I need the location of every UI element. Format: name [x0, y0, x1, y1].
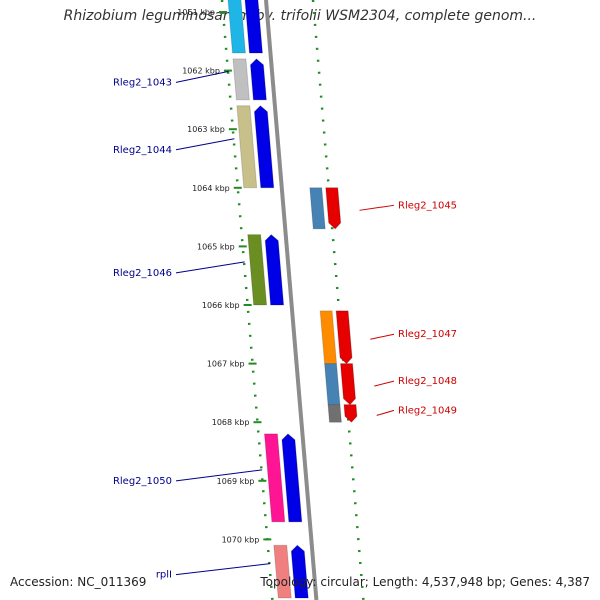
kbp-tick-label: 1067 kbp: [207, 360, 245, 369]
gene-product-block[interactable]: [323, 363, 341, 406]
cds-arrow-forward[interactable]: [249, 58, 267, 101]
cds-arrow-forward[interactable]: [264, 233, 285, 306]
gene-label[interactable]: Rleg2_1046: [113, 268, 172, 279]
gene-label-leader: [376, 409, 395, 416]
backbone-layer: [264, 0, 319, 600]
topology-text: Topology: circular; Length: 4,537,948 bp…: [260, 575, 590, 589]
cds-arrow-reverse[interactable]: [343, 404, 358, 423]
gene-label[interactable]: Rleg2_1043: [113, 77, 172, 88]
grid-boundary-left: [220, 0, 274, 600]
kbp-tick-label: 1068 kbp: [212, 418, 250, 427]
gene-label[interactable]: Rleg2_1048: [398, 376, 457, 387]
gene-product-block[interactable]: [309, 187, 326, 230]
gene-rleg2_1043[interactable]: [232, 58, 267, 101]
gene-label-leader: [359, 204, 395, 211]
gene-label[interactable]: Rleg2_1047: [398, 329, 457, 340]
gene-product-block[interactable]: [236, 105, 258, 189]
gene-rleg2_1044[interactable]: [236, 105, 275, 189]
gene-label[interactable]: Rleg2_1045: [398, 200, 457, 211]
gene-label-leader: [175, 469, 263, 482]
gene-unlabeled-0[interactable]: [227, 0, 263, 54]
cds-arrow-forward[interactable]: [281, 433, 303, 523]
grid-layer: 1061 kbp 1062 kbp 1063 kbp 1064 kbp 1065 kbp…: [177, 0, 365, 600]
kbp-tick-label: 1070 kbp: [222, 535, 260, 544]
gene-product-block[interactable]: [327, 404, 343, 423]
genome-backbone: [264, 0, 319, 600]
cds-arrow-reverse[interactable]: [325, 187, 342, 230]
gene-product-block[interactable]: [263, 433, 286, 523]
gene-rleg2_1045[interactable]: [309, 187, 342, 230]
gene-product-block[interactable]: [319, 310, 338, 365]
kbp-tick-label: 1065 kbp: [197, 242, 235, 251]
kbp-tick-label: 1066 kbp: [202, 301, 240, 310]
gene-label-leader: [175, 563, 271, 576]
gene-product-block[interactable]: [232, 58, 250, 101]
gene-label[interactable]: Rleg2_1044: [113, 145, 172, 156]
gene-rleg2_1047[interactable]: [319, 310, 353, 365]
gene-rpli[interactable]: [273, 544, 309, 599]
gene-product-block[interactable]: [247, 234, 268, 306]
gene-label-leader: [175, 261, 245, 274]
gene-layer[interactable]: [227, 0, 358, 599]
gene-label[interactable]: Rleg2_1049: [398, 405, 457, 416]
gene-label-leader: [175, 70, 229, 83]
grid-boundary-right: [311, 0, 365, 600]
gene-label[interactable]: rplI: [156, 570, 172, 581]
kbp-tick-label: 1069 kbp: [217, 477, 255, 486]
kbp-tick-label: 1061 kbp: [177, 8, 215, 17]
cds-arrow-forward[interactable]: [290, 544, 309, 599]
cds-arrow-reverse[interactable]: [339, 363, 357, 406]
kbp-tick-label: 1062 kbp: [182, 67, 220, 76]
gene-rleg2_1049[interactable]: [327, 404, 358, 423]
gene-label-leader: [370, 333, 395, 340]
gene-label-leader: [175, 138, 235, 151]
gene-rleg2_1050[interactable]: [263, 433, 303, 523]
cds-arrow-reverse[interactable]: [335, 310, 353, 365]
gene-product-block[interactable]: [273, 544, 292, 599]
gene-product-block[interactable]: [227, 0, 246, 54]
genome-title: Rhizobium leguminosarum bv. trifolii WSM…: [63, 8, 537, 24]
cds-arrow-forward[interactable]: [253, 105, 275, 189]
gene-label-leader: [374, 380, 395, 387]
accession-text: Accession: NC_011369: [10, 575, 147, 589]
cds-arrow-forward[interactable]: [244, 0, 263, 54]
kbp-tick-label: 1063 kbp: [187, 125, 225, 134]
label-layer[interactable]: Rleg2_1043 Rleg2_1044 Rleg2_1045 Rleg2_1046…: [113, 70, 457, 581]
gene-label[interactable]: Rleg2_1050: [113, 476, 172, 487]
kbp-tick-label: 1064 kbp: [192, 184, 230, 193]
gene-rleg2_1046[interactable]: [247, 233, 285, 306]
gene-rleg2_1048[interactable]: [323, 363, 357, 406]
